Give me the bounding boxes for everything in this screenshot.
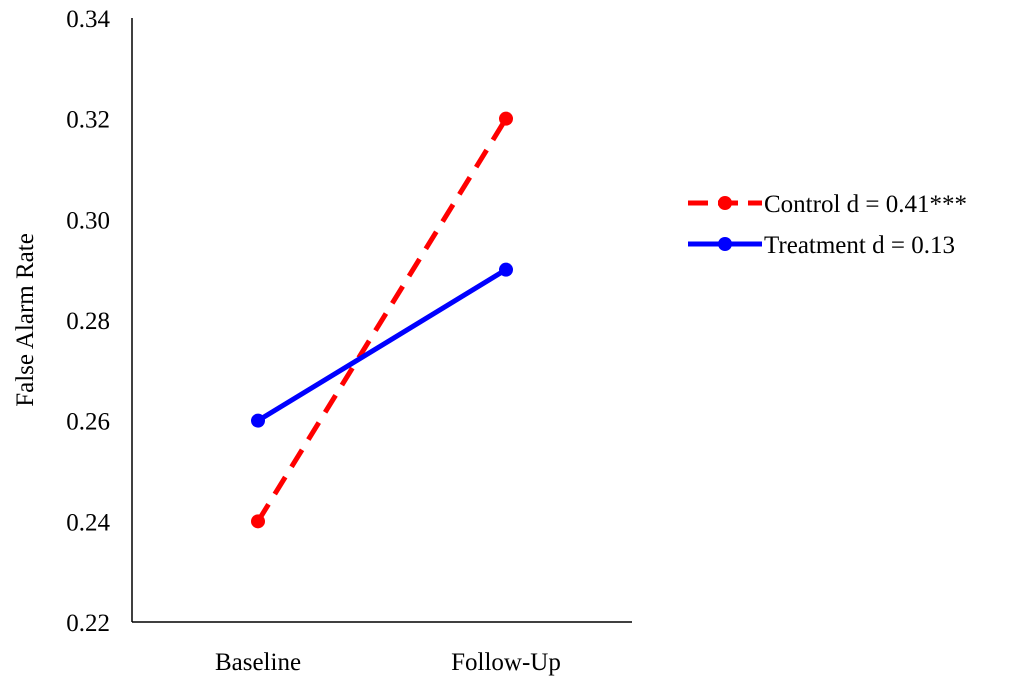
legend-entry: Control d = 0.41*** <box>688 191 967 218</box>
y-tick-label: 0.30 <box>66 207 110 234</box>
legend-marker <box>718 196 732 210</box>
y-tick-label: 0.24 <box>66 509 110 536</box>
y-tick-labels: 0.22 0.24 0.26 0.28 0.30 0.32 0.34 <box>66 6 110 637</box>
data-point <box>251 413 265 428</box>
x-tick-label: Baseline <box>215 649 301 676</box>
legend-entry: Treatment d = 0.13 <box>688 232 955 259</box>
data-point <box>499 111 513 126</box>
series-0 <box>251 111 513 529</box>
axes <box>131 18 632 623</box>
y-tick-label: 0.22 <box>66 610 110 637</box>
y-axis-title: False Alarm Rate <box>12 233 39 407</box>
data-point <box>251 514 265 529</box>
x-tick-label: Follow-Up <box>451 649 561 676</box>
series-line <box>256 267 508 423</box>
legend-label: Treatment d = 0.13 <box>764 232 955 259</box>
y-tick-label: 0.32 <box>66 107 110 134</box>
series-1 <box>251 262 513 428</box>
legend-label: Control d = 0.41*** <box>764 191 967 218</box>
y-tick-label: 0.34 <box>66 6 110 33</box>
legend: Control d = 0.41*** Treatment d = 0.13 <box>688 191 967 259</box>
x-tick-labels: Baseline Follow-Up <box>215 649 561 676</box>
y-tick-label: 0.26 <box>66 409 110 436</box>
series-line <box>255 117 509 523</box>
data-point <box>499 262 513 277</box>
legend-marker <box>718 237 732 251</box>
y-tick-label: 0.28 <box>66 308 110 335</box>
series-layer <box>251 111 513 529</box>
